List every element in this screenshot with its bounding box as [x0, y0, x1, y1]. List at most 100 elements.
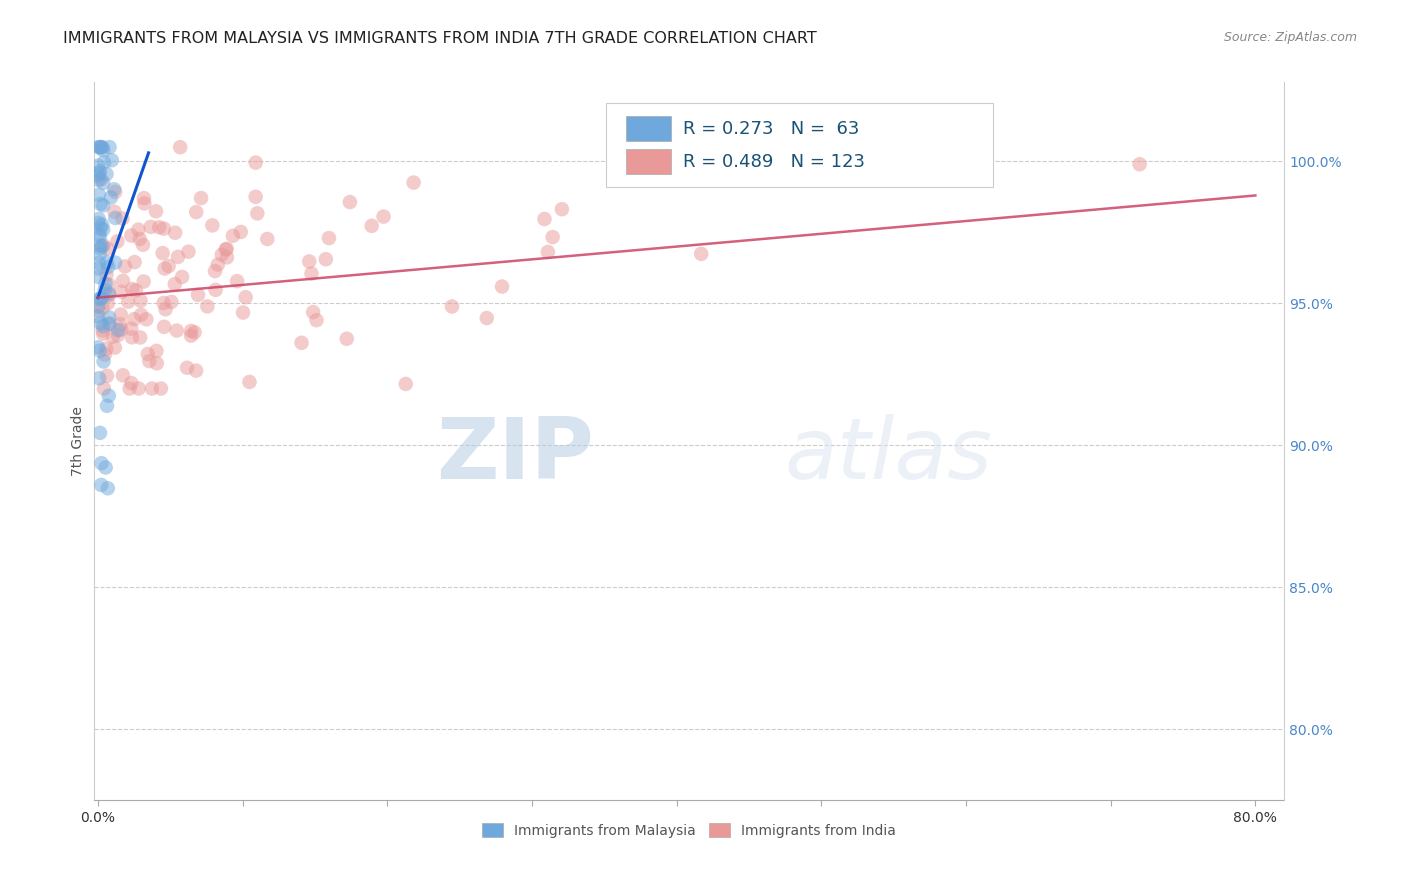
Point [139, 219, 162, 234]
Legend: Immigrants from Malaysia, Immigrants from India: Immigrants from Malaysia, Immigrants fro… [477, 818, 901, 844]
Point [153, 221, 176, 235]
Point [93, 155, 115, 169]
Point [152, 246, 174, 260]
Point [541, 230, 564, 244]
Point [104, 255, 127, 269]
Point [245, 155, 267, 169]
Text: Source: ZipAtlas.com: Source: ZipAtlas.com [1223, 31, 1357, 45]
Point [339, 195, 361, 210]
Point [124, 255, 146, 269]
Point [129, 330, 152, 344]
Point [94, 348, 117, 362]
Point [94, 277, 117, 291]
Point [134, 196, 156, 211]
Point [98, 288, 121, 302]
Point [98, 317, 121, 331]
Point [91, 176, 114, 190]
Point [235, 290, 257, 304]
Point [160, 294, 183, 309]
Point [101, 153, 124, 168]
Point [533, 212, 555, 227]
Point [440, 300, 463, 314]
Point [298, 254, 321, 268]
Point [111, 274, 134, 288]
Point [152, 296, 174, 310]
Point [204, 283, 226, 297]
Point [117, 294, 139, 309]
Point [93, 382, 115, 396]
Text: ZIP: ZIP [436, 414, 593, 497]
Point [128, 232, 150, 246]
Point [165, 226, 187, 240]
Point [138, 354, 160, 368]
Text: R = 0.273   N =  63: R = 0.273 N = 63 [683, 120, 859, 137]
Point [121, 330, 143, 344]
Point [96, 255, 118, 269]
Point [246, 206, 269, 220]
Point [87, 216, 110, 230]
Point [157, 259, 180, 273]
Point [107, 323, 129, 337]
Point [90, 140, 112, 154]
Point [201, 219, 224, 233]
Point [120, 322, 142, 336]
Text: IMMIGRANTS FROM MALAYSIA VS IMMIGRANTS FROM INDIA 7TH GRADE CORRELATION CHART: IMMIGRANTS FROM MALAYSIA VS IMMIGRANTS F… [63, 31, 817, 46]
Point [104, 211, 127, 225]
Point [301, 267, 323, 281]
Point [183, 325, 205, 339]
Point [89, 164, 111, 178]
Point [87, 292, 110, 306]
Point [89, 140, 111, 154]
Point [89, 343, 111, 358]
Point [89, 140, 111, 154]
Point [87, 269, 110, 284]
Point [98, 277, 121, 292]
Point [104, 341, 127, 355]
Point [395, 376, 418, 391]
Point [91, 143, 114, 157]
Point [91, 323, 114, 337]
Point [110, 308, 132, 322]
Point [89, 371, 111, 385]
Bar [626, 150, 671, 174]
Point [93, 354, 115, 368]
Point [318, 231, 340, 245]
Point [110, 322, 132, 336]
Point [91, 319, 114, 334]
Point [211, 248, 233, 262]
Point [87, 159, 110, 173]
Point [132, 275, 155, 289]
Point [104, 185, 127, 199]
Point [180, 324, 202, 338]
Point [302, 305, 325, 319]
Point [222, 228, 245, 243]
Point [186, 205, 208, 219]
Point [127, 222, 149, 236]
Point [111, 211, 134, 226]
Point [87, 227, 110, 242]
Point [103, 204, 125, 219]
Point [132, 237, 155, 252]
Point [129, 293, 152, 308]
Point [91, 218, 114, 232]
Point [87, 173, 110, 187]
Point [91, 326, 114, 341]
Text: atlas: atlas [785, 414, 993, 497]
Point [87, 211, 110, 226]
Point [93, 238, 115, 252]
Point [91, 198, 114, 212]
Point [118, 382, 141, 396]
Point [132, 191, 155, 205]
Point [97, 296, 120, 310]
Point [91, 140, 114, 154]
Point [90, 316, 112, 330]
Point [207, 258, 229, 272]
Point [290, 335, 312, 350]
Point [97, 389, 120, 403]
Point [114, 260, 136, 274]
Text: R = 0.489   N = 123: R = 0.489 N = 123 [683, 153, 865, 170]
Point [187, 288, 209, 302]
Bar [626, 116, 671, 141]
Point [120, 376, 142, 390]
Point [245, 190, 267, 204]
